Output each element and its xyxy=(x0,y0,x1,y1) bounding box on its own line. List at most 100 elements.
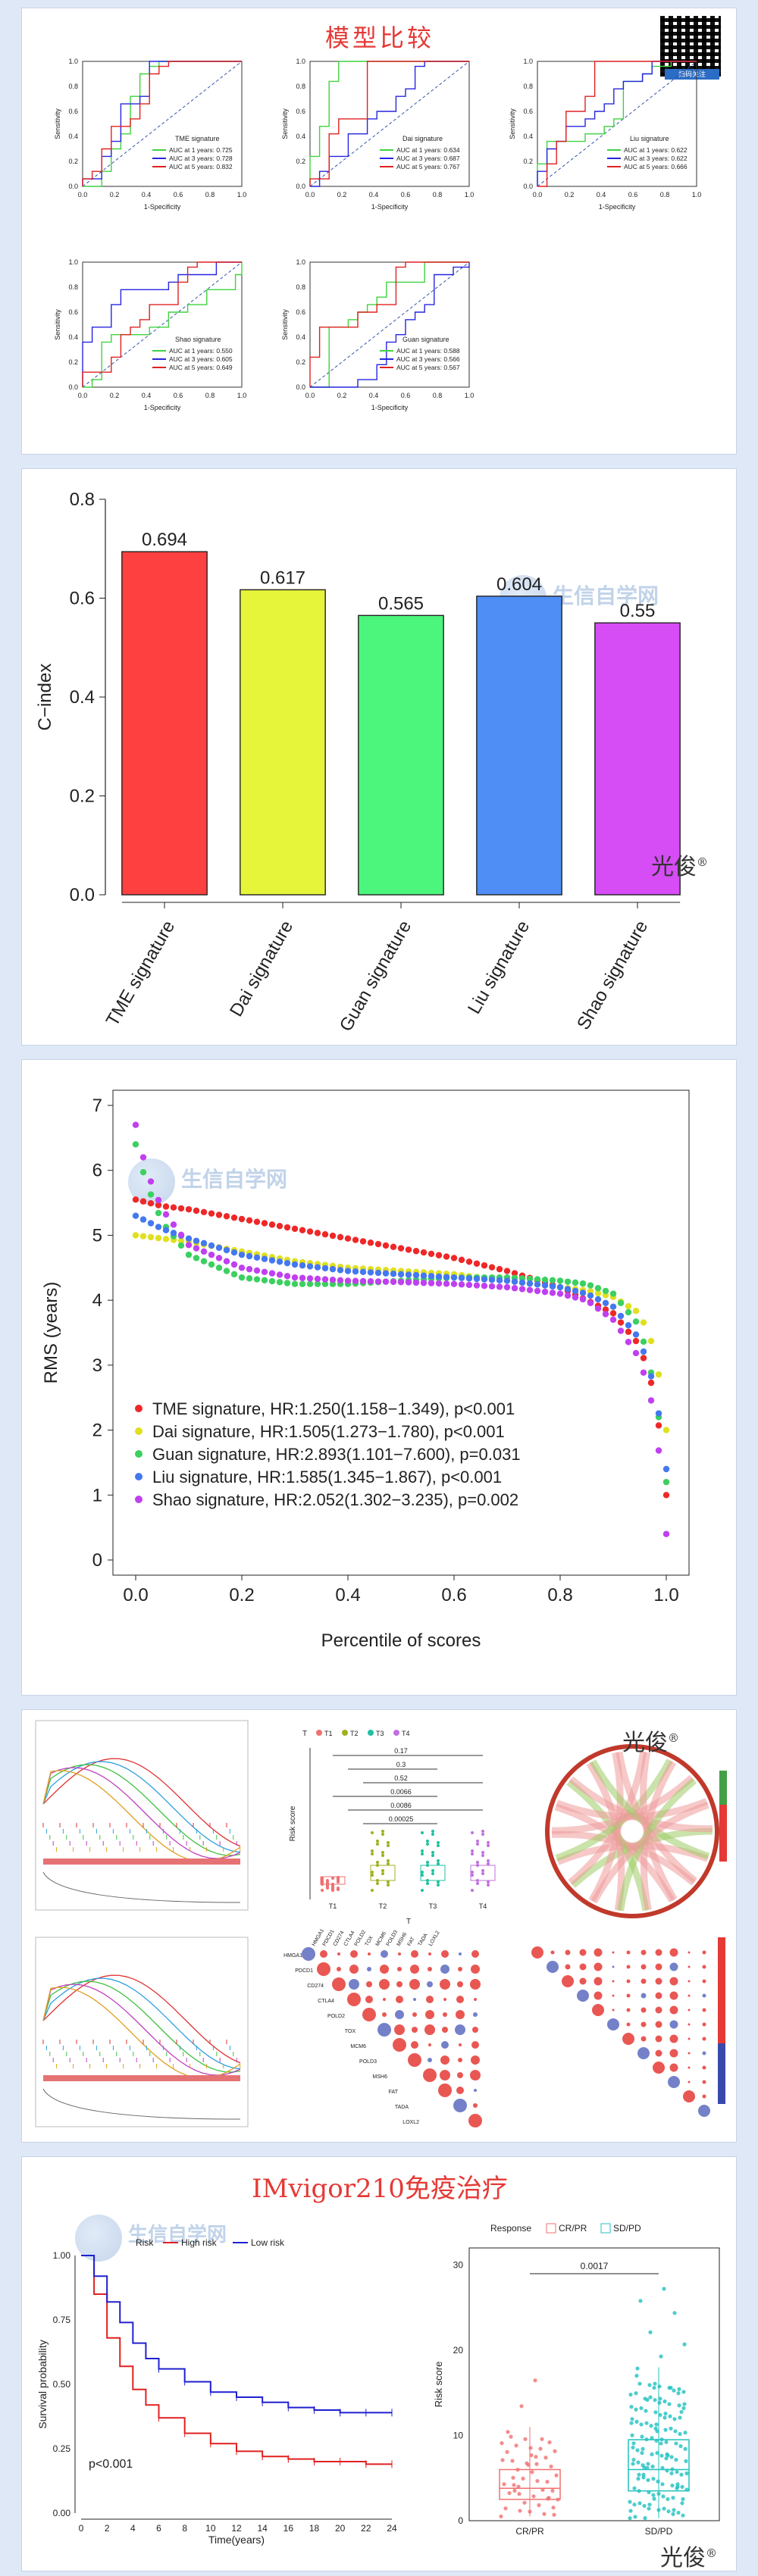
rms-point xyxy=(155,1196,162,1204)
rms-point xyxy=(321,1265,329,1272)
roc-y-tick: 0.6 xyxy=(296,308,305,316)
composite-panel: T T1 T1 T2 T2 T3 T3 T4 T4 0.17 0.3 0.52 0.0066 0.0086… xyxy=(21,1709,737,2143)
roc-x-tick: 0.6 xyxy=(174,392,183,399)
roc-y-tick: 0.8 xyxy=(68,283,78,291)
box-point xyxy=(659,2354,663,2359)
rms-point xyxy=(215,1255,223,1261)
box-point xyxy=(681,2390,686,2394)
rms-point xyxy=(193,1245,200,1252)
rms-point xyxy=(511,1270,518,1277)
box-point xyxy=(628,2392,633,2397)
box-y-tick: 20 xyxy=(453,2345,464,2356)
box-point xyxy=(660,2482,665,2487)
immune-corr-cell xyxy=(592,2004,604,2016)
boxplot-point xyxy=(437,1880,440,1884)
roc-diagonal xyxy=(82,61,243,187)
immune-corr-cell xyxy=(702,2008,706,2012)
bar-3 xyxy=(358,614,444,896)
boxplot-x-tick: T2 xyxy=(379,1902,387,1910)
box-y-tick: 0 xyxy=(458,2515,463,2526)
rms-point xyxy=(390,1243,397,1250)
rms-x-tick: 0.8 xyxy=(547,1585,572,1605)
box-point xyxy=(680,2501,684,2506)
boxplot-point xyxy=(481,1854,484,1857)
rms-point xyxy=(602,1299,609,1307)
box-point xyxy=(670,2467,675,2471)
roc-panel-title: Dai signature xyxy=(402,135,443,142)
box-point xyxy=(509,2434,513,2439)
rms-point xyxy=(518,1286,526,1293)
roc-panel-4: 0.00.0 0.2 0.2 0.4 0.4 0.6 0.6 0.8 0.8 1.0 1.0 1-Sp… xyxy=(54,258,246,411)
immune-corr-cell xyxy=(683,2090,695,2102)
gsea-curve xyxy=(42,1764,241,1856)
boxplot-pvalue: 0.0066 xyxy=(390,1788,412,1796)
box-point xyxy=(653,2410,658,2415)
immune-corr-cell xyxy=(641,1978,647,1984)
corr-cell xyxy=(320,1950,327,1958)
corr-cell xyxy=(459,1952,462,1955)
rms-x-tick: 1.0 xyxy=(653,1585,678,1605)
rms-point xyxy=(132,1121,139,1128)
rms-point xyxy=(488,1264,496,1271)
box-point xyxy=(631,2445,635,2450)
immune-corr-cell xyxy=(688,2080,691,2084)
bar-x-tick: Shao signature xyxy=(573,918,652,1033)
box-point xyxy=(502,2482,506,2487)
boxplot-point xyxy=(437,1859,440,1862)
immune-corr-cell xyxy=(655,1992,662,1999)
rms-legend-dot xyxy=(135,1405,143,1412)
rms-point xyxy=(359,1238,367,1245)
corr-cell xyxy=(440,1979,450,1990)
box-point xyxy=(656,2479,660,2484)
boxplot-point xyxy=(487,1862,490,1865)
roc-y-tick: 0.0 xyxy=(296,183,305,190)
rms-point xyxy=(367,1240,374,1246)
box-point xyxy=(654,2438,659,2443)
rms-point xyxy=(564,1286,572,1293)
immune-colorbar-bottom xyxy=(718,2043,725,2104)
roc-x-tick: 0.0 xyxy=(305,191,315,199)
rms-point xyxy=(609,1303,617,1310)
box-point xyxy=(516,2484,521,2489)
km-legend-label: High risk xyxy=(181,2237,218,2248)
rms-point xyxy=(662,1530,670,1537)
rms-point xyxy=(253,1267,261,1274)
rms-point xyxy=(625,1339,632,1346)
roc-legend-auc: AUC at 1 years: 0.550 xyxy=(169,347,233,355)
rms-point xyxy=(564,1278,572,1285)
roc-legend-auc: AUC at 1 years: 0.634 xyxy=(396,146,460,154)
boxplot-point xyxy=(371,1874,374,1877)
chord-colorbar-top xyxy=(719,1771,727,1805)
rms-point xyxy=(481,1282,488,1290)
immune-corr-cell xyxy=(594,1991,603,2000)
km-x-tick: 8 xyxy=(182,2523,187,2534)
boxplot-point xyxy=(381,1851,384,1854)
roc-legend-auc: AUC at 3 years: 0.566 xyxy=(396,355,460,363)
bar-1 xyxy=(121,551,208,896)
rms-point xyxy=(193,1237,200,1244)
corr-cell xyxy=(456,1996,464,2003)
immune-corr-cell xyxy=(565,1949,571,1955)
rms-point xyxy=(488,1277,496,1283)
rms-point xyxy=(132,1141,139,1148)
bar-y-tick: 0.2 xyxy=(70,786,95,807)
boxplot-point xyxy=(437,1862,440,1865)
box-point xyxy=(659,2441,663,2446)
rms-x-tick: 0.2 xyxy=(229,1585,254,1605)
rms-point xyxy=(405,1271,412,1278)
box-point xyxy=(646,2478,650,2483)
rms-point xyxy=(329,1232,337,1240)
rms-point xyxy=(291,1280,299,1287)
corr-cell xyxy=(428,2058,432,2062)
immune-corr-cell xyxy=(702,2051,706,2055)
gene-correlation-matrix: HMGA1HMGA1PDCD1PDCD1CD274CD274CTLA4CTLA4… xyxy=(283,1928,482,2127)
rms-point xyxy=(321,1231,329,1238)
corr-row-label: TADA xyxy=(395,2105,409,2110)
box-point xyxy=(506,2430,510,2434)
rms-point xyxy=(465,1281,473,1289)
rms-point xyxy=(261,1277,268,1284)
rms-point xyxy=(139,1233,147,1240)
corr-row-label: HMGA1 xyxy=(283,1953,302,1959)
rms-point xyxy=(496,1283,503,1290)
rms-point xyxy=(405,1279,412,1286)
